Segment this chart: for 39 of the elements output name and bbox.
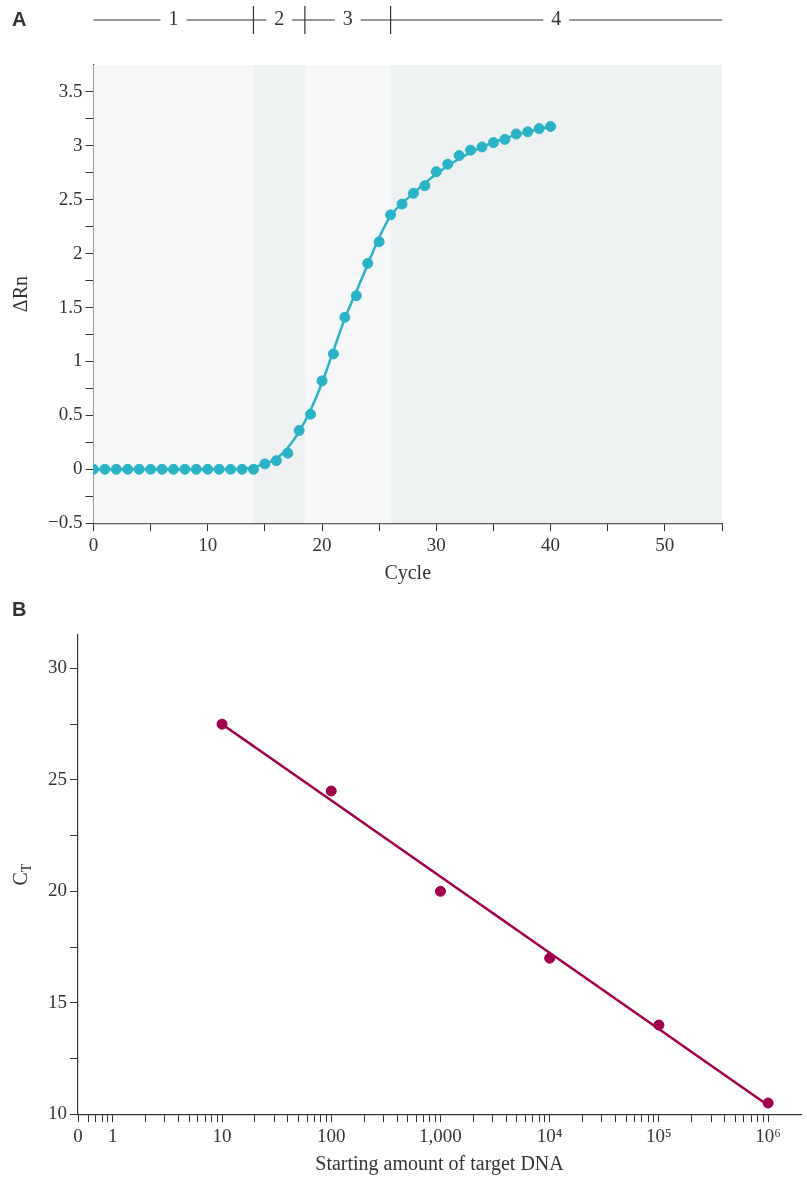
x-tick-label: 20 [312,533,332,555]
y-tick-label: 1 [72,349,83,371]
x-tick-label: 10 [198,533,218,555]
x-axis-title: Cycle [384,561,432,585]
x-tick-label: 30 [426,533,446,555]
y-tick-label: 3.5 [58,79,83,101]
y-tick-label: 2 [72,241,83,263]
x-axis-title: Starting amount of target DNA [315,1152,565,1176]
x-tick-label: 100 [317,1124,346,1146]
y-tick-label: 0.5 [58,403,83,425]
y-tick-label: 2.5 [58,187,83,209]
y-tick-label: 10 [48,1102,67,1124]
band-label: 3 [342,7,353,30]
x-tick-label: 50 [655,533,675,555]
x-tick-label: 10⁴ [536,1124,563,1146]
y-axis-title: CT [9,863,34,886]
band-label: 1 [168,7,179,30]
band-label: 2 [274,7,285,30]
point [325,785,337,797]
y-tick-label: 20 [48,879,67,901]
chart-title: B [12,597,27,620]
x-tick-label: 10⁵ [646,1124,672,1146]
y-tick-label: 1.5 [58,295,83,317]
y-axis-title: ΔRn [9,276,32,313]
x-tick-label: 1 [108,1124,118,1146]
band-label: 4 [551,7,562,30]
x-tick-label: 1,000 [419,1124,462,1146]
x-tick-label: 40 [541,533,561,555]
y-tick-label: 3 [72,133,83,155]
y-tick-label: 0 [72,457,83,479]
x-tick-label: 0 [88,533,99,555]
y-tick-label: 25 [48,767,67,789]
point [434,885,446,897]
chart-title: A [12,7,27,30]
y-tick-label: −0.5 [48,511,83,533]
x-tick-label: 10⁶ [755,1124,781,1146]
y-tick-label: 15 [48,990,67,1012]
y-tick-label: 30 [48,656,67,678]
x-tick-label: 10 [212,1124,232,1146]
